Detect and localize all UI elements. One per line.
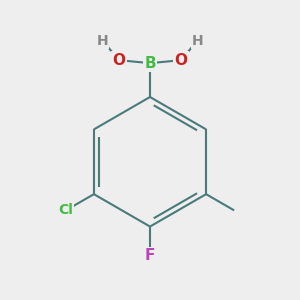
- Text: O: O: [112, 53, 126, 68]
- Text: O: O: [174, 53, 188, 68]
- Text: H: H: [97, 34, 109, 48]
- Text: B: B: [144, 56, 156, 70]
- Text: H: H: [191, 34, 203, 48]
- Text: F: F: [145, 248, 155, 263]
- Text: Cl: Cl: [58, 203, 73, 218]
